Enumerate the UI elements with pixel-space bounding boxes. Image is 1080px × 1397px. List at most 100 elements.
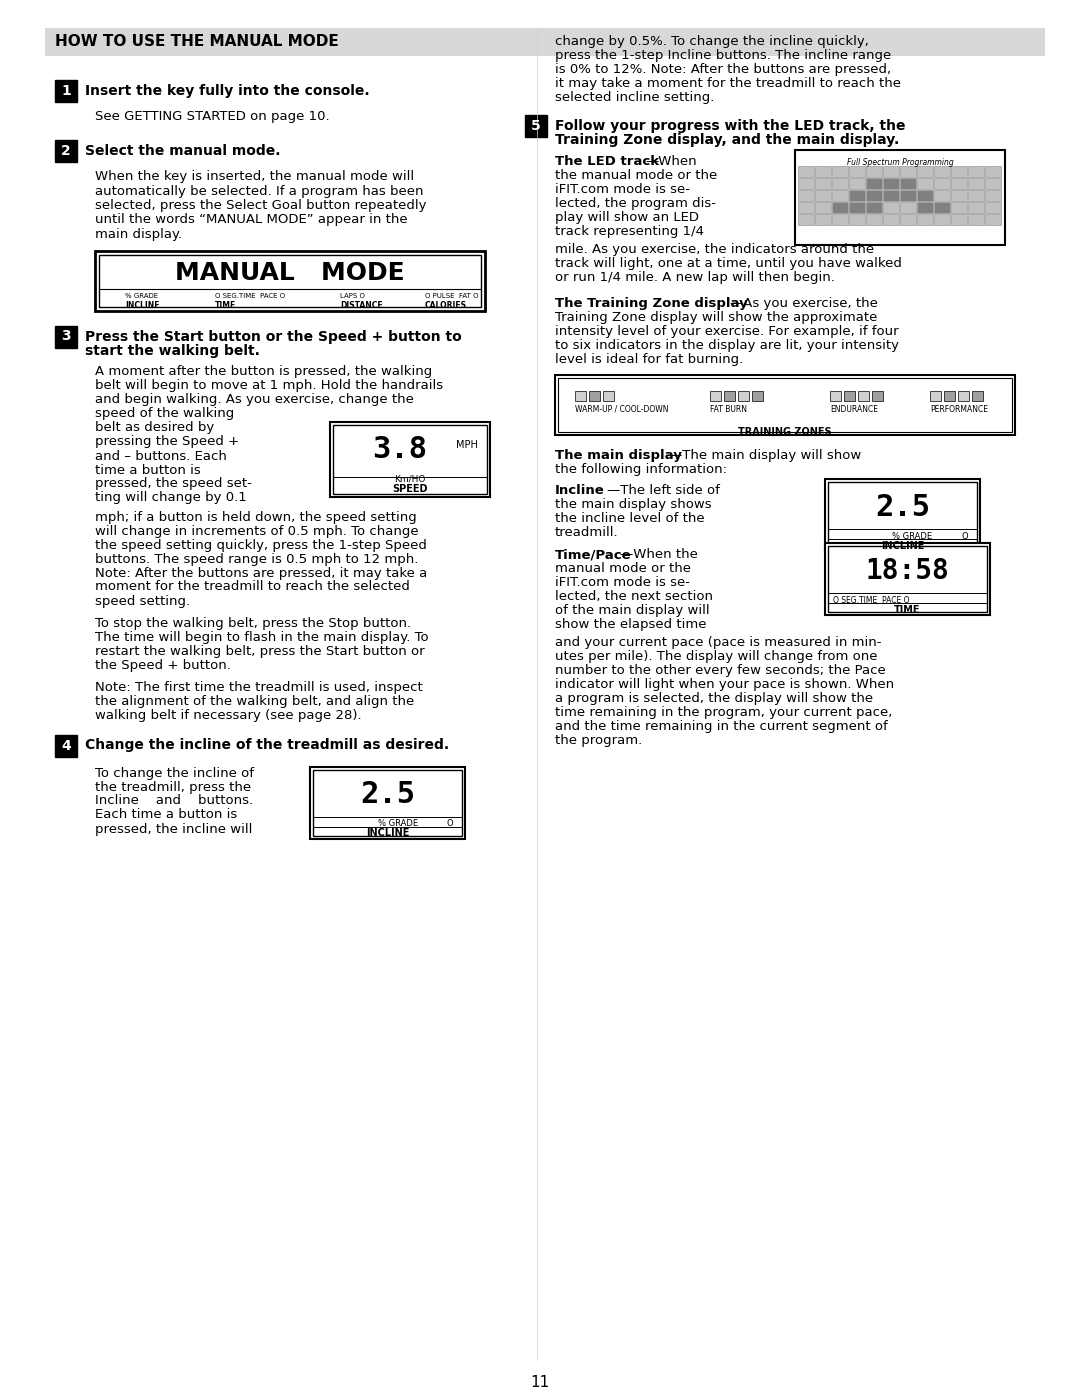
Bar [968,166,984,177]
Text: To stop the walking belt, press the Stop button.: To stop the walking belt, press the Stop… [95,616,411,630]
Bar [917,190,933,201]
Bar [985,214,1001,225]
Text: and your current pace (pace is measured in min-: and your current pace (pace is measured … [555,636,881,650]
Bar [883,190,899,201]
Text: Training Zone display, and the main display.: Training Zone display, and the main disp… [555,133,900,147]
Text: the manual mode or the: the manual mode or the [555,169,717,182]
Bar [883,177,899,189]
Text: walking belt if necessary (see page 28).: walking belt if necessary (see page 28). [95,708,362,721]
Text: buttons. The speed range is 0.5 mph to 12 mph.: buttons. The speed range is 0.5 mph to 1… [95,552,418,566]
Text: start the walking belt.: start the walking belt. [85,344,260,358]
Text: TIME: TIME [215,300,237,310]
Text: track will light, one at a time, until you have walked: track will light, one at a time, until y… [555,257,902,270]
Text: INCLINE: INCLINE [125,300,160,310]
Bar [934,166,950,177]
Bar [985,203,1001,212]
Bar [815,214,831,225]
Text: 18:58: 18:58 [866,557,949,585]
Bar [333,425,487,493]
Bar [798,214,814,225]
Text: track representing 1/4: track representing 1/4 [555,225,704,237]
Text: the Speed + button.: the Speed + button. [95,658,231,672]
Text: belt will begin to move at 1 mph. Hold the handrails: belt will begin to move at 1 mph. Hold t… [95,380,443,393]
Bar [575,391,586,401]
Text: show the elapsed time: show the elapsed time [555,617,706,631]
Text: TIME: TIME [894,605,921,615]
FancyBboxPatch shape [525,115,546,137]
Text: The main display: The main display [555,448,681,462]
Text: to six indicators in the display are lit, your intensity: to six indicators in the display are lit… [555,339,899,352]
Text: pressed, the incline will: pressed, the incline will [95,823,253,835]
Text: Incline: Incline [555,483,605,497]
Text: 4: 4 [62,739,71,753]
Text: HOW TO USE THE MANUAL MODE: HOW TO USE THE MANUAL MODE [55,35,339,49]
Text: the main display shows: the main display shows [555,497,712,511]
Text: until the words “MANUAL MODE” appear in the: until the words “MANUAL MODE” appear in … [95,214,407,226]
Bar [815,190,831,201]
Text: —When: —When [645,155,697,168]
Text: Insert the key fully into the console.: Insert the key fully into the console. [85,84,369,98]
Bar [849,203,865,212]
Bar [555,374,1015,434]
Text: O: O [446,820,453,828]
Text: speed setting.: speed setting. [95,595,190,608]
Bar [900,190,916,201]
Text: INCLINE: INCLINE [881,541,924,550]
Bar [883,166,899,177]
Bar [866,177,882,189]
Bar [968,177,984,189]
Text: main display.: main display. [95,228,183,242]
Bar [589,391,600,401]
Bar [828,482,977,548]
Text: Note: After the buttons are pressed, it may take a: Note: After the buttons are pressed, it … [95,567,428,580]
Text: lected, the next section: lected, the next section [555,590,713,604]
Bar [849,166,865,177]
Bar [930,391,941,401]
Text: the incline level of the: the incline level of the [555,511,704,525]
Text: The LED track: The LED track [555,155,659,168]
Text: When the key is inserted, the manual mode will: When the key is inserted, the manual mod… [95,170,414,183]
Text: FAT BURN: FAT BURN [710,405,747,414]
Text: Each time a button is: Each time a button is [95,809,238,821]
Text: INCLINE: INCLINE [366,828,409,838]
Bar [798,166,814,177]
Bar [951,177,967,189]
Text: CALORIES: CALORIES [426,300,467,310]
Text: DISTANCE: DISTANCE [340,300,382,310]
Text: O: O [961,532,968,541]
Text: 5: 5 [531,119,541,133]
Text: treadmill.: treadmill. [555,527,619,539]
Bar [900,166,916,177]
Text: SPEED: SPEED [392,485,428,495]
Text: WARM-UP / COOL-DOWN: WARM-UP / COOL-DOWN [575,405,669,414]
Text: 3.8: 3.8 [373,434,428,464]
Bar [917,203,933,212]
Text: iFIT.com mode is se-: iFIT.com mode is se- [555,576,690,590]
Text: 3: 3 [62,330,71,344]
Bar [313,770,462,835]
Bar [866,214,882,225]
Text: speed of the walking: speed of the walking [95,408,234,420]
Bar [944,391,955,401]
Bar [951,190,967,201]
Bar [858,391,869,401]
Bar [934,203,950,212]
Text: Time/Pace: Time/Pace [555,548,632,562]
Bar [968,203,984,212]
Bar [831,391,841,401]
Bar [883,203,899,212]
Text: utes per mile). The display will change from one: utes per mile). The display will change … [555,650,877,664]
Bar [45,28,1045,56]
Text: 2.5: 2.5 [360,780,415,809]
Bar [866,203,882,212]
Text: the treadmill, press the: the treadmill, press the [95,781,252,793]
Text: O SEG.TIME  PACE O: O SEG.TIME PACE O [833,597,909,605]
Bar [798,190,814,201]
Bar [849,177,865,189]
Text: —As you exercise, the: —As you exercise, the [730,298,878,310]
FancyBboxPatch shape [55,326,77,348]
Bar [866,190,882,201]
Text: pressing the Speed +: pressing the Speed + [95,436,239,448]
Text: —The left side of: —The left side of [607,483,720,497]
Bar [968,190,984,201]
